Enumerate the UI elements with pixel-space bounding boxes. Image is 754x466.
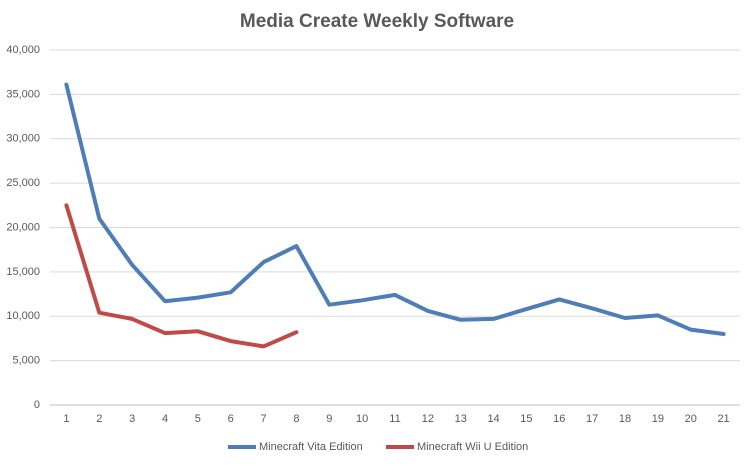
x-tick-label: 11 <box>389 413 400 425</box>
series-line <box>64 203 299 349</box>
x-tick-label: 13 <box>455 413 467 425</box>
x-tick-label: 15 <box>520 413 532 425</box>
x-tick-label: 14 <box>487 413 499 425</box>
x-tick-label: 19 <box>652 413 664 425</box>
x-tick-label: 5 <box>195 413 201 425</box>
chart-title: Media Create Weekly Software <box>240 11 514 32</box>
x-tick-label: 1 <box>63 413 69 425</box>
series-line <box>64 82 726 336</box>
x-tick-label: 20 <box>685 413 697 425</box>
y-tick-label: 15,000 <box>6 266 40 278</box>
y-tick-label: 10,000 <box>6 310 40 322</box>
x-tick-label: 2 <box>96 413 102 425</box>
x-tick-label: 7 <box>261 413 267 425</box>
x-tick-label: 8 <box>293 413 299 425</box>
x-tick-label: 21 <box>717 413 729 425</box>
legend-label: Minecraft Wii U Edition <box>417 441 528 453</box>
y-tick-label: 35,000 <box>6 88 40 100</box>
y-tick-label: 30,000 <box>6 133 40 145</box>
y-tick-label: 0 <box>34 399 40 411</box>
legend-label: Minecraft Vita Edition <box>259 441 363 453</box>
y-tick-label: 5,000 <box>12 355 40 367</box>
x-tick-label: 9 <box>326 413 332 425</box>
y-tick-label: 20,000 <box>6 221 40 233</box>
x-tick-label: 6 <box>228 413 234 425</box>
y-tick-label: 25,000 <box>6 177 40 189</box>
x-tick-label: 3 <box>129 413 135 425</box>
x-tick-label: 16 <box>553 413 565 425</box>
x-tick-label: 10 <box>356 413 368 425</box>
x-tick-label: 12 <box>422 413 434 425</box>
x-tick-label: 4 <box>162 413 168 425</box>
x-tick-label: 17 <box>586 413 598 425</box>
x-tick-label: 18 <box>619 413 631 425</box>
y-tick-label: 40,000 <box>6 44 40 56</box>
